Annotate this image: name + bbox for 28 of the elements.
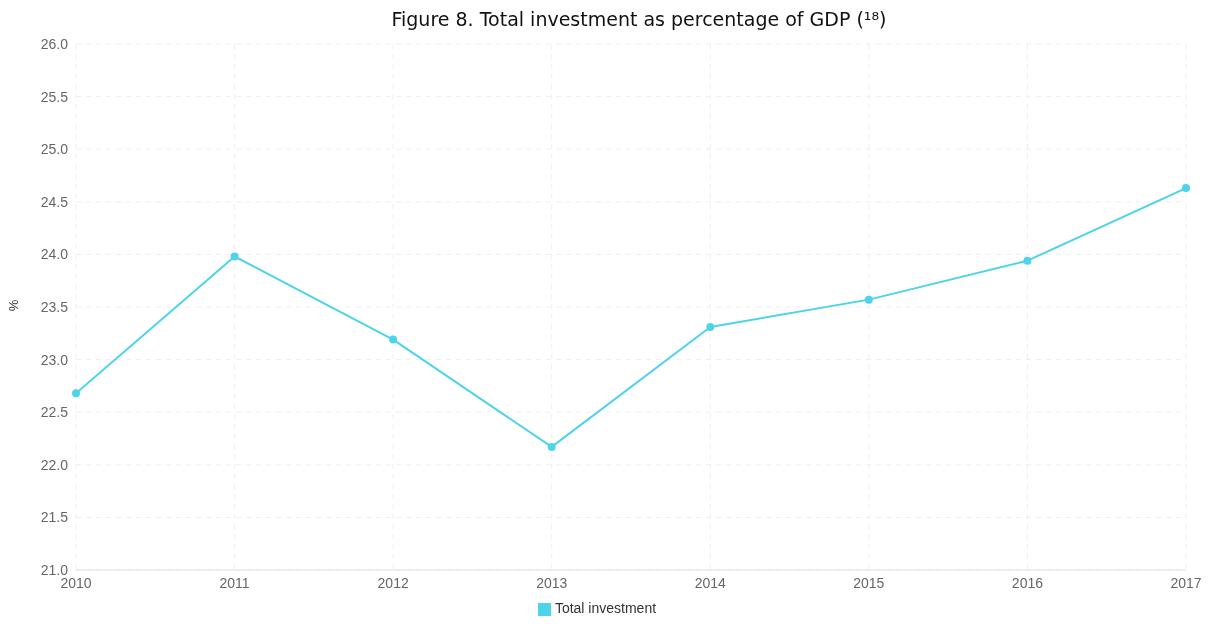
- point: [706, 322, 715, 331]
- point: [1023, 256, 1032, 265]
- y-tick-label: 22.5: [40, 404, 69, 421]
- y-tick-label: 26.0: [40, 35, 69, 52]
- y-tick-label: 25.0: [40, 141, 69, 158]
- x-tick-label: 2017: [1170, 574, 1202, 591]
- x-tick-label: 2013: [536, 574, 568, 591]
- y-axis-title: %: [6, 299, 22, 312]
- point: [72, 389, 80, 398]
- y-tick-label: 23.0: [40, 351, 69, 368]
- y-tick-label: 21.5: [40, 509, 69, 526]
- y-tick-label: 25.5: [40, 88, 69, 105]
- chart-title: Figure 8. Total investment as percentage of GDP (¹⁸): [390, 8, 888, 32]
- x-tick-label: 2011: [219, 574, 250, 591]
- x-tick-label: 2014: [694, 574, 727, 591]
- point: [230, 252, 239, 261]
- point: [389, 335, 398, 344]
- y-tick-label: 23.5: [40, 298, 69, 315]
- point: [864, 295, 873, 304]
- point: [547, 442, 556, 451]
- x-tick-label: 2012: [377, 574, 409, 591]
- point: [1182, 184, 1190, 193]
- legend-label: Total investment: [554, 600, 657, 616]
- y-tick-label: 24.5: [40, 193, 69, 210]
- y-tick-label: 22.0: [40, 456, 69, 473]
- x-tick-label: 2015: [853, 574, 885, 591]
- x-tick-label: 2016: [1011, 574, 1044, 591]
- y-tick-label: 24.0: [40, 246, 69, 263]
